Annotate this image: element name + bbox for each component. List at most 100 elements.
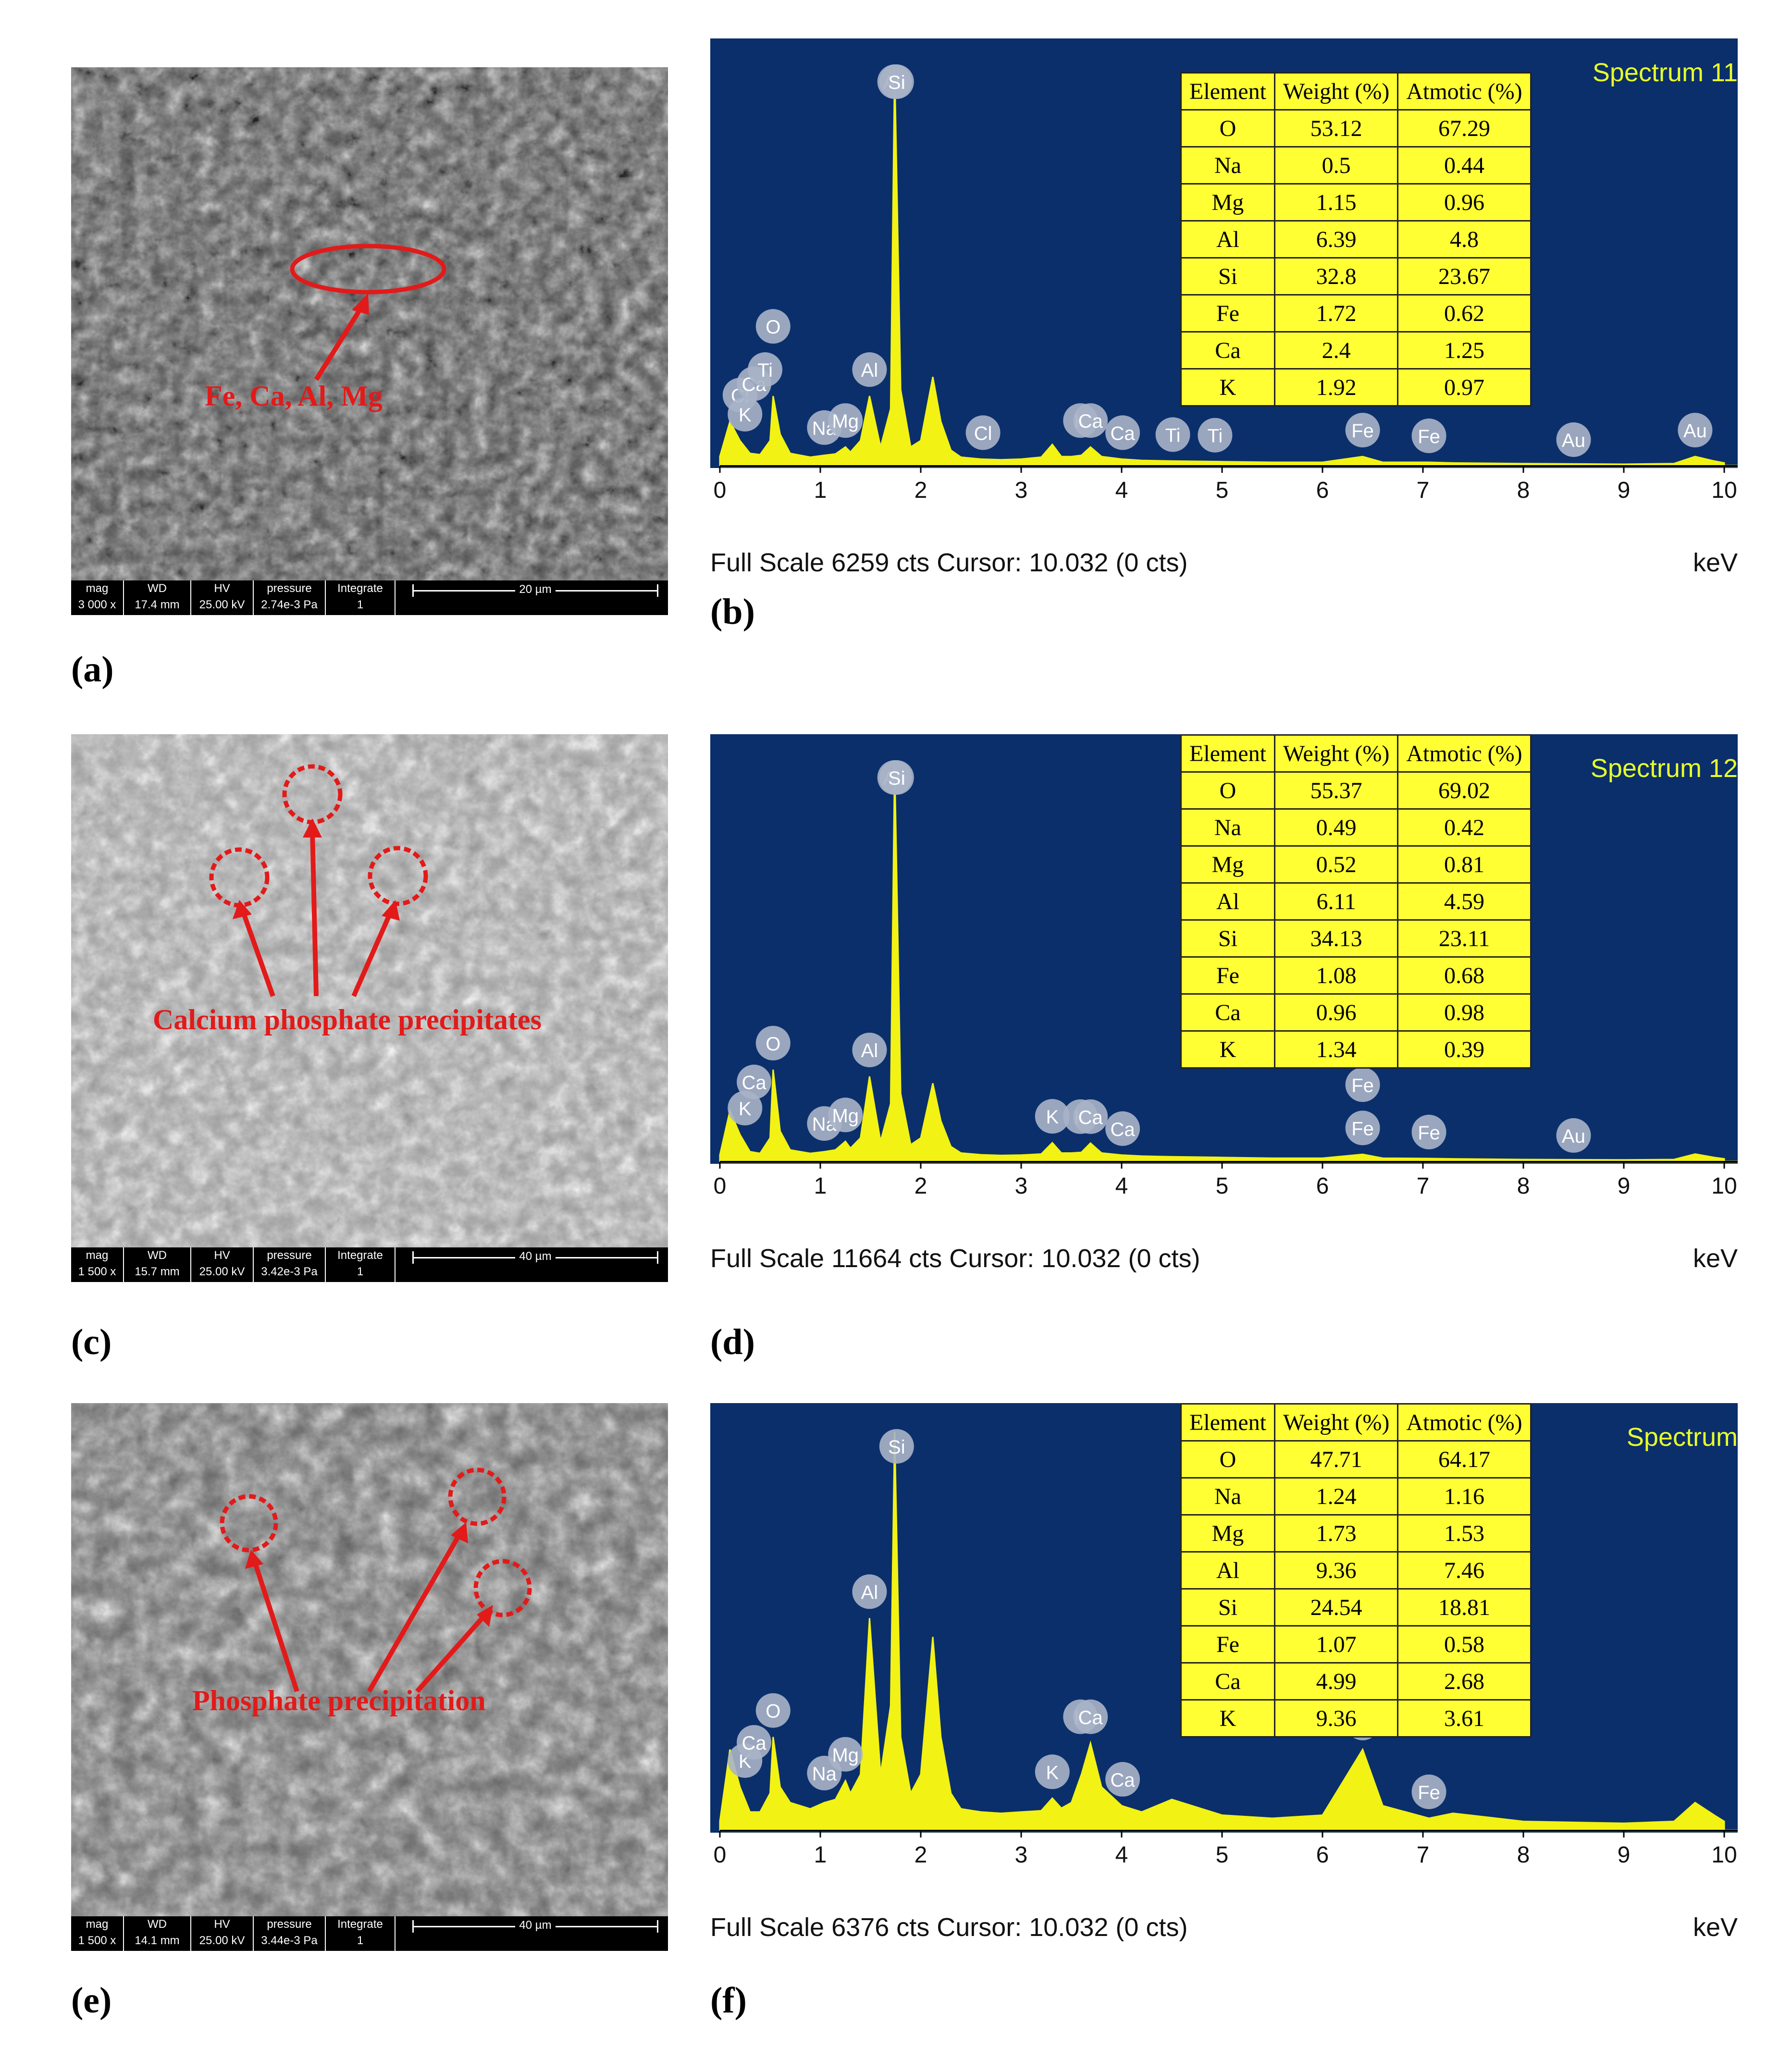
x-tick-label: 1: [814, 1842, 827, 1868]
spectrum-area: [719, 67, 1725, 467]
scale-bar-label: 40 µm: [515, 1919, 556, 1932]
element-cell: Ca: [1180, 993, 1275, 1032]
peak-label-fe: Fe: [1411, 1774, 1446, 1809]
weight-cell: 1.73: [1273, 1514, 1399, 1553]
full-scale-readout: Full Scale 6376 cts Cursor: 10.032 (0 ct…: [710, 1913, 1188, 1942]
x-tick-label: 3: [1015, 478, 1028, 503]
integrate-value: 1: [357, 1934, 364, 1947]
pressure-label: pressure: [267, 582, 312, 595]
svg-text:Au: Au: [1562, 1126, 1585, 1147]
wd-label: WD: [148, 1249, 167, 1262]
spectrum-area: [719, 1431, 1725, 1832]
sem-image-a: Fe, Ca, Al, Mg mag 3 000 x WD 17.4 mm HV 25…: [71, 67, 668, 615]
element-cell: Mg: [1180, 845, 1275, 884]
svg-text:Au: Au: [1683, 420, 1707, 442]
element-cell: Al: [1180, 882, 1275, 921]
region-circle: [220, 1494, 278, 1553]
annotation-overlay: [290, 244, 446, 381]
svg-text:Ti: Ti: [1207, 426, 1223, 447]
col-weight: Weight (%): [1273, 72, 1399, 111]
element-cell: Na: [1180, 1477, 1275, 1516]
composition-table: Element Weight (%) Atmotic (%) O 47.71 64.…: [1180, 1403, 1532, 1738]
wd-value: 17.4 mm: [135, 598, 180, 611]
x-tick-label: 3: [1015, 1173, 1028, 1199]
element-cell: Fe: [1180, 956, 1275, 995]
x-tick-label: 4: [1115, 1842, 1128, 1868]
composition-table: Element Weight (%) Atmotic (%) O 53.12 67.…: [1180, 72, 1532, 407]
svg-text:O: O: [766, 1701, 780, 1722]
svg-text:K: K: [1046, 1762, 1059, 1783]
weight-cell: 1.34: [1273, 1030, 1399, 1069]
sem-texture: [71, 67, 668, 615]
peak-label-fe: Fe: [1345, 413, 1380, 448]
svg-text:Mg: Mg: [832, 1745, 859, 1766]
mag-label: mag: [86, 1918, 109, 1931]
spectrum-title: Spectrum 12: [1590, 754, 1738, 783]
table-row: Mg 0.52 0.81: [1180, 845, 1532, 884]
peak-label-al: Al: [852, 352, 887, 387]
element-cell: Si: [1180, 919, 1275, 958]
mag-label: mag: [86, 582, 109, 595]
peak-label-al: Al: [852, 1574, 887, 1609]
peak-label-fe: Fe: [1345, 1110, 1380, 1146]
sem-databar: mag 1 500 x WD 15.7 mm HV 25.00 kV pressure…: [71, 1247, 668, 1282]
wd-label: WD: [148, 1918, 167, 1931]
x-tick-label: 9: [1618, 478, 1631, 503]
svg-text:Fe: Fe: [1351, 1075, 1374, 1096]
peak-label-al: Al: [852, 1033, 887, 1068]
hv-value: 25.00 kV: [199, 1934, 245, 1947]
atomic-cell: 0.62: [1397, 294, 1532, 333]
atomic-cell: 18.81: [1397, 1588, 1532, 1627]
weight-cell: 0.52: [1273, 845, 1399, 884]
element-cell: K: [1180, 1699, 1275, 1738]
element-cell: K: [1180, 368, 1275, 407]
svg-text:Mg: Mg: [832, 1105, 859, 1126]
element-cell: O: [1180, 109, 1275, 148]
svg-text:Si: Si: [888, 1437, 905, 1458]
region-circle: [448, 1467, 507, 1526]
svg-text:Ca: Ca: [742, 1733, 766, 1754]
spectrum-title: Spectrum 11: [1592, 58, 1738, 87]
svg-text:Ca: Ca: [1111, 1770, 1136, 1791]
x-tick-label: 6: [1316, 478, 1329, 503]
scale-bar: 40 µm: [403, 1916, 668, 1951]
atomic-cell: 0.81: [1397, 845, 1532, 884]
hv-label: HV: [214, 582, 230, 595]
full-scale-readout: Full Scale 11664 cts Cursor: 10.032 (0 c…: [710, 1244, 1200, 1273]
table-row: Si 34.13 23.11: [1180, 919, 1532, 958]
svg-text:Fe: Fe: [1418, 1122, 1440, 1144]
element-cell: Ca: [1180, 331, 1275, 370]
wd-value: 14.1 mm: [135, 1934, 180, 1947]
peak-label-fe: Fe: [1345, 1067, 1380, 1102]
peak-label-ca: Ca: [737, 1725, 772, 1760]
peak-label-ca: Ca: [1105, 415, 1140, 450]
peak-label-o: O: [755, 1693, 791, 1728]
sem-databar: mag 1 500 x WD 14.1 mm HV 25.00 kV pressure…: [71, 1916, 668, 1951]
x-tick-label: 1: [814, 478, 827, 503]
weight-cell: 2.4: [1273, 331, 1399, 370]
atomic-cell: 0.98: [1397, 993, 1532, 1032]
edx-spectrum-d: KCaOFeNaMgAlAuSiKKCaCaFeFeAu012345678910…: [710, 734, 1738, 1306]
table-row: Mg 1.73 1.53: [1180, 1514, 1532, 1553]
panel-label-d: (d): [710, 1322, 755, 1362]
x-tick-label: 7: [1417, 1173, 1430, 1199]
atomic-cell: 0.42: [1397, 808, 1532, 847]
peak-label-ca: Ca: [1073, 403, 1108, 438]
table-row: K 1.92 0.97: [1180, 368, 1532, 407]
weight-cell: 34.13: [1273, 919, 1399, 958]
arrowhead: [245, 1550, 263, 1569]
sem-image-c: Calcium phosphate precipitates mag 1 500 …: [71, 734, 668, 1282]
atomic-cell: 23.11: [1397, 919, 1532, 958]
peak-label-o: O: [755, 309, 791, 344]
edx-spectrum-f: KCaOFeNaMgAlSiKKCaCaFeFe012345678910 Spe…: [710, 1403, 1738, 1975]
atomic-cell: 3.61: [1397, 1699, 1532, 1738]
atomic-cell: 0.96: [1397, 183, 1532, 222]
x-tick-label: 1: [814, 1173, 827, 1199]
svg-text:K: K: [1046, 1107, 1059, 1128]
integrate-value: 1: [357, 1265, 364, 1278]
pressure-label: pressure: [267, 1918, 312, 1931]
weight-cell: 4.99: [1273, 1662, 1399, 1701]
weight-cell: 1.24: [1273, 1477, 1399, 1516]
x-tick-label: 10: [1711, 1173, 1737, 1199]
scale-bar-label: 40 µm: [515, 1250, 556, 1263]
